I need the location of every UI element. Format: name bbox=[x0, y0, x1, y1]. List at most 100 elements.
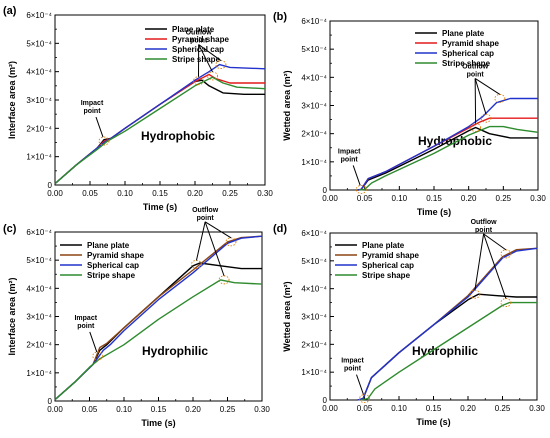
annotation-text: Impact point bbox=[338, 148, 361, 163]
panel-label: (b) bbox=[273, 11, 287, 23]
x-tick-label: 0.15 bbox=[426, 194, 442, 203]
x-tick-label: 0.25 bbox=[495, 404, 511, 413]
y-axis-label: Interface area (m²) bbox=[7, 277, 17, 355]
y-tick-label: 0 bbox=[48, 397, 53, 406]
highlight-circle bbox=[190, 259, 202, 269]
y-tick-label: 4×10⁻⁴ bbox=[26, 68, 52, 77]
panel-a: 0.00 0.05 0.10 0.15 0.20 0.25 0.30 0 1×10⁻⁴ 2×10⁻… bbox=[3, 5, 273, 212]
x-tick-label: 0.25 bbox=[220, 405, 236, 414]
x-tick-label: 0.00 bbox=[322, 404, 338, 413]
annotation-line: point bbox=[197, 215, 215, 222]
annotation-line: point bbox=[341, 156, 359, 163]
panel-b: 0.00 0.05 0.10 0.15 0.20 0.25 0.30 0 1×10⁻⁴ 2×10⁻… bbox=[273, 11, 546, 217]
annotation-line: point bbox=[467, 71, 485, 78]
x-tick-label: 0.00 bbox=[322, 194, 338, 203]
annotation-line: Impact bbox=[74, 315, 97, 322]
condition-label: Hydrophilic bbox=[142, 344, 208, 358]
x-tick-label: 0.25 bbox=[222, 189, 238, 198]
legend-label: Stripe shape bbox=[172, 55, 221, 64]
legend-label: Pyramid shape bbox=[87, 251, 144, 260]
highlight-circle bbox=[480, 113, 492, 123]
legend-label: Spherical cap bbox=[362, 261, 414, 270]
annotation-line: Outflow bbox=[192, 207, 219, 214]
annotation-arrow bbox=[474, 78, 501, 95]
x-tick-label: 0.00 bbox=[47, 405, 63, 414]
y-tick-label: 6×10⁻⁴ bbox=[26, 11, 52, 20]
highlight-circle bbox=[193, 76, 204, 86]
highlight-circle bbox=[215, 60, 227, 70]
highlight-circle bbox=[500, 298, 512, 308]
condition-label: Hydrophobic bbox=[141, 129, 215, 143]
annotation-text: Outflow point bbox=[186, 30, 213, 45]
series-line-2 bbox=[54, 63, 266, 185]
panel-label: (c) bbox=[3, 223, 17, 235]
panel-d: 0.00 0.05 0.10 0.15 0.20 0.25 0.30 0 1×10⁻⁴ 2×10⁻… bbox=[273, 219, 545, 427]
highlight-circle bbox=[92, 351, 104, 361]
annotation-arrow bbox=[89, 331, 98, 353]
annotation-text: Impact point bbox=[81, 100, 104, 115]
series-line-0 bbox=[54, 262, 262, 401]
legend-label: Plane plate bbox=[362, 241, 405, 250]
y-tick-label: 2×10⁻⁴ bbox=[26, 341, 52, 350]
highlight-circle bbox=[469, 289, 481, 299]
x-tick-label: 0.15 bbox=[426, 404, 442, 413]
annotation-text: Outflow point bbox=[462, 63, 489, 78]
x-tick-label: 0.05 bbox=[357, 194, 373, 203]
annotation-line: point bbox=[83, 108, 101, 115]
x-tick-label: 0.05 bbox=[82, 189, 98, 198]
annotation-line: Outflow bbox=[186, 30, 213, 37]
x-tick-label: 0.10 bbox=[116, 405, 132, 414]
x-tick-label: 0.00 bbox=[47, 189, 63, 198]
highlight-circle bbox=[355, 184, 367, 194]
y-axis-label: Wetted area (m²) bbox=[282, 281, 292, 351]
x-tick-label: 0.05 bbox=[357, 404, 373, 413]
highlight-circle bbox=[494, 94, 506, 103]
highlight-circle bbox=[207, 71, 218, 81]
annotation-line: Impact bbox=[338, 148, 361, 155]
highlight-circle bbox=[218, 275, 230, 285]
series-line-2 bbox=[357, 97, 538, 191]
legend-label: Spherical cap bbox=[172, 45, 224, 54]
y-axis-label: Interface area (m²) bbox=[7, 61, 17, 139]
legend-label: Plane plate bbox=[87, 241, 130, 250]
annotation-arrow bbox=[198, 44, 222, 61]
y-tick-label: 3×10⁻⁴ bbox=[26, 313, 52, 322]
x-tick-label: 0.15 bbox=[151, 405, 167, 414]
y-tick-label: 4×10⁻⁴ bbox=[26, 284, 52, 293]
annotation-line: Impact bbox=[341, 358, 364, 365]
legend-label: Pyramid shape bbox=[172, 35, 229, 44]
highlight-circle bbox=[359, 394, 370, 404]
condition-label: Hydrophilic bbox=[412, 344, 478, 358]
y-tick-label: 1×10⁻⁴ bbox=[26, 153, 52, 162]
y-tick-label: 3×10⁻⁴ bbox=[301, 102, 327, 111]
annotation-text: Impact point bbox=[341, 358, 364, 373]
annotation-arrow bbox=[204, 221, 232, 239]
series-line-1 bbox=[357, 117, 538, 191]
x-tick-label: 0.25 bbox=[496, 194, 512, 203]
annotation-line: Outflow bbox=[462, 63, 489, 70]
y-tick-label: 6×10⁻⁴ bbox=[301, 229, 327, 238]
annotation-arrow bbox=[95, 116, 104, 138]
highlight-circle bbox=[500, 249, 512, 259]
y-tick-label: 6×10⁻⁴ bbox=[26, 228, 52, 237]
x-tick-label: 0.10 bbox=[391, 404, 407, 413]
series-line-3 bbox=[360, 301, 537, 401]
annotation-line: point bbox=[77, 323, 95, 330]
y-tick-label: 4×10⁻⁴ bbox=[301, 73, 327, 82]
y-tick-label: 2×10⁻⁴ bbox=[301, 130, 327, 139]
legend-label: Plane plate bbox=[172, 25, 215, 34]
panel-label: (d) bbox=[273, 223, 287, 235]
x-tick-label: 0.05 bbox=[82, 405, 98, 414]
annotation-text: Impact point bbox=[74, 315, 97, 330]
x-tick-label: 0.10 bbox=[392, 194, 408, 203]
y-tick-label: 0 bbox=[48, 181, 53, 190]
y-tick-label: 5×10⁻⁴ bbox=[26, 256, 52, 265]
legend-label: Pyramid shape bbox=[442, 39, 499, 48]
annotation-arrow bbox=[198, 44, 213, 73]
legend-label: Stripe shape bbox=[362, 271, 411, 280]
annotation-arrow bbox=[204, 221, 225, 277]
series-line-3 bbox=[54, 76, 266, 185]
x-axis-label: Time (s) bbox=[417, 207, 451, 217]
